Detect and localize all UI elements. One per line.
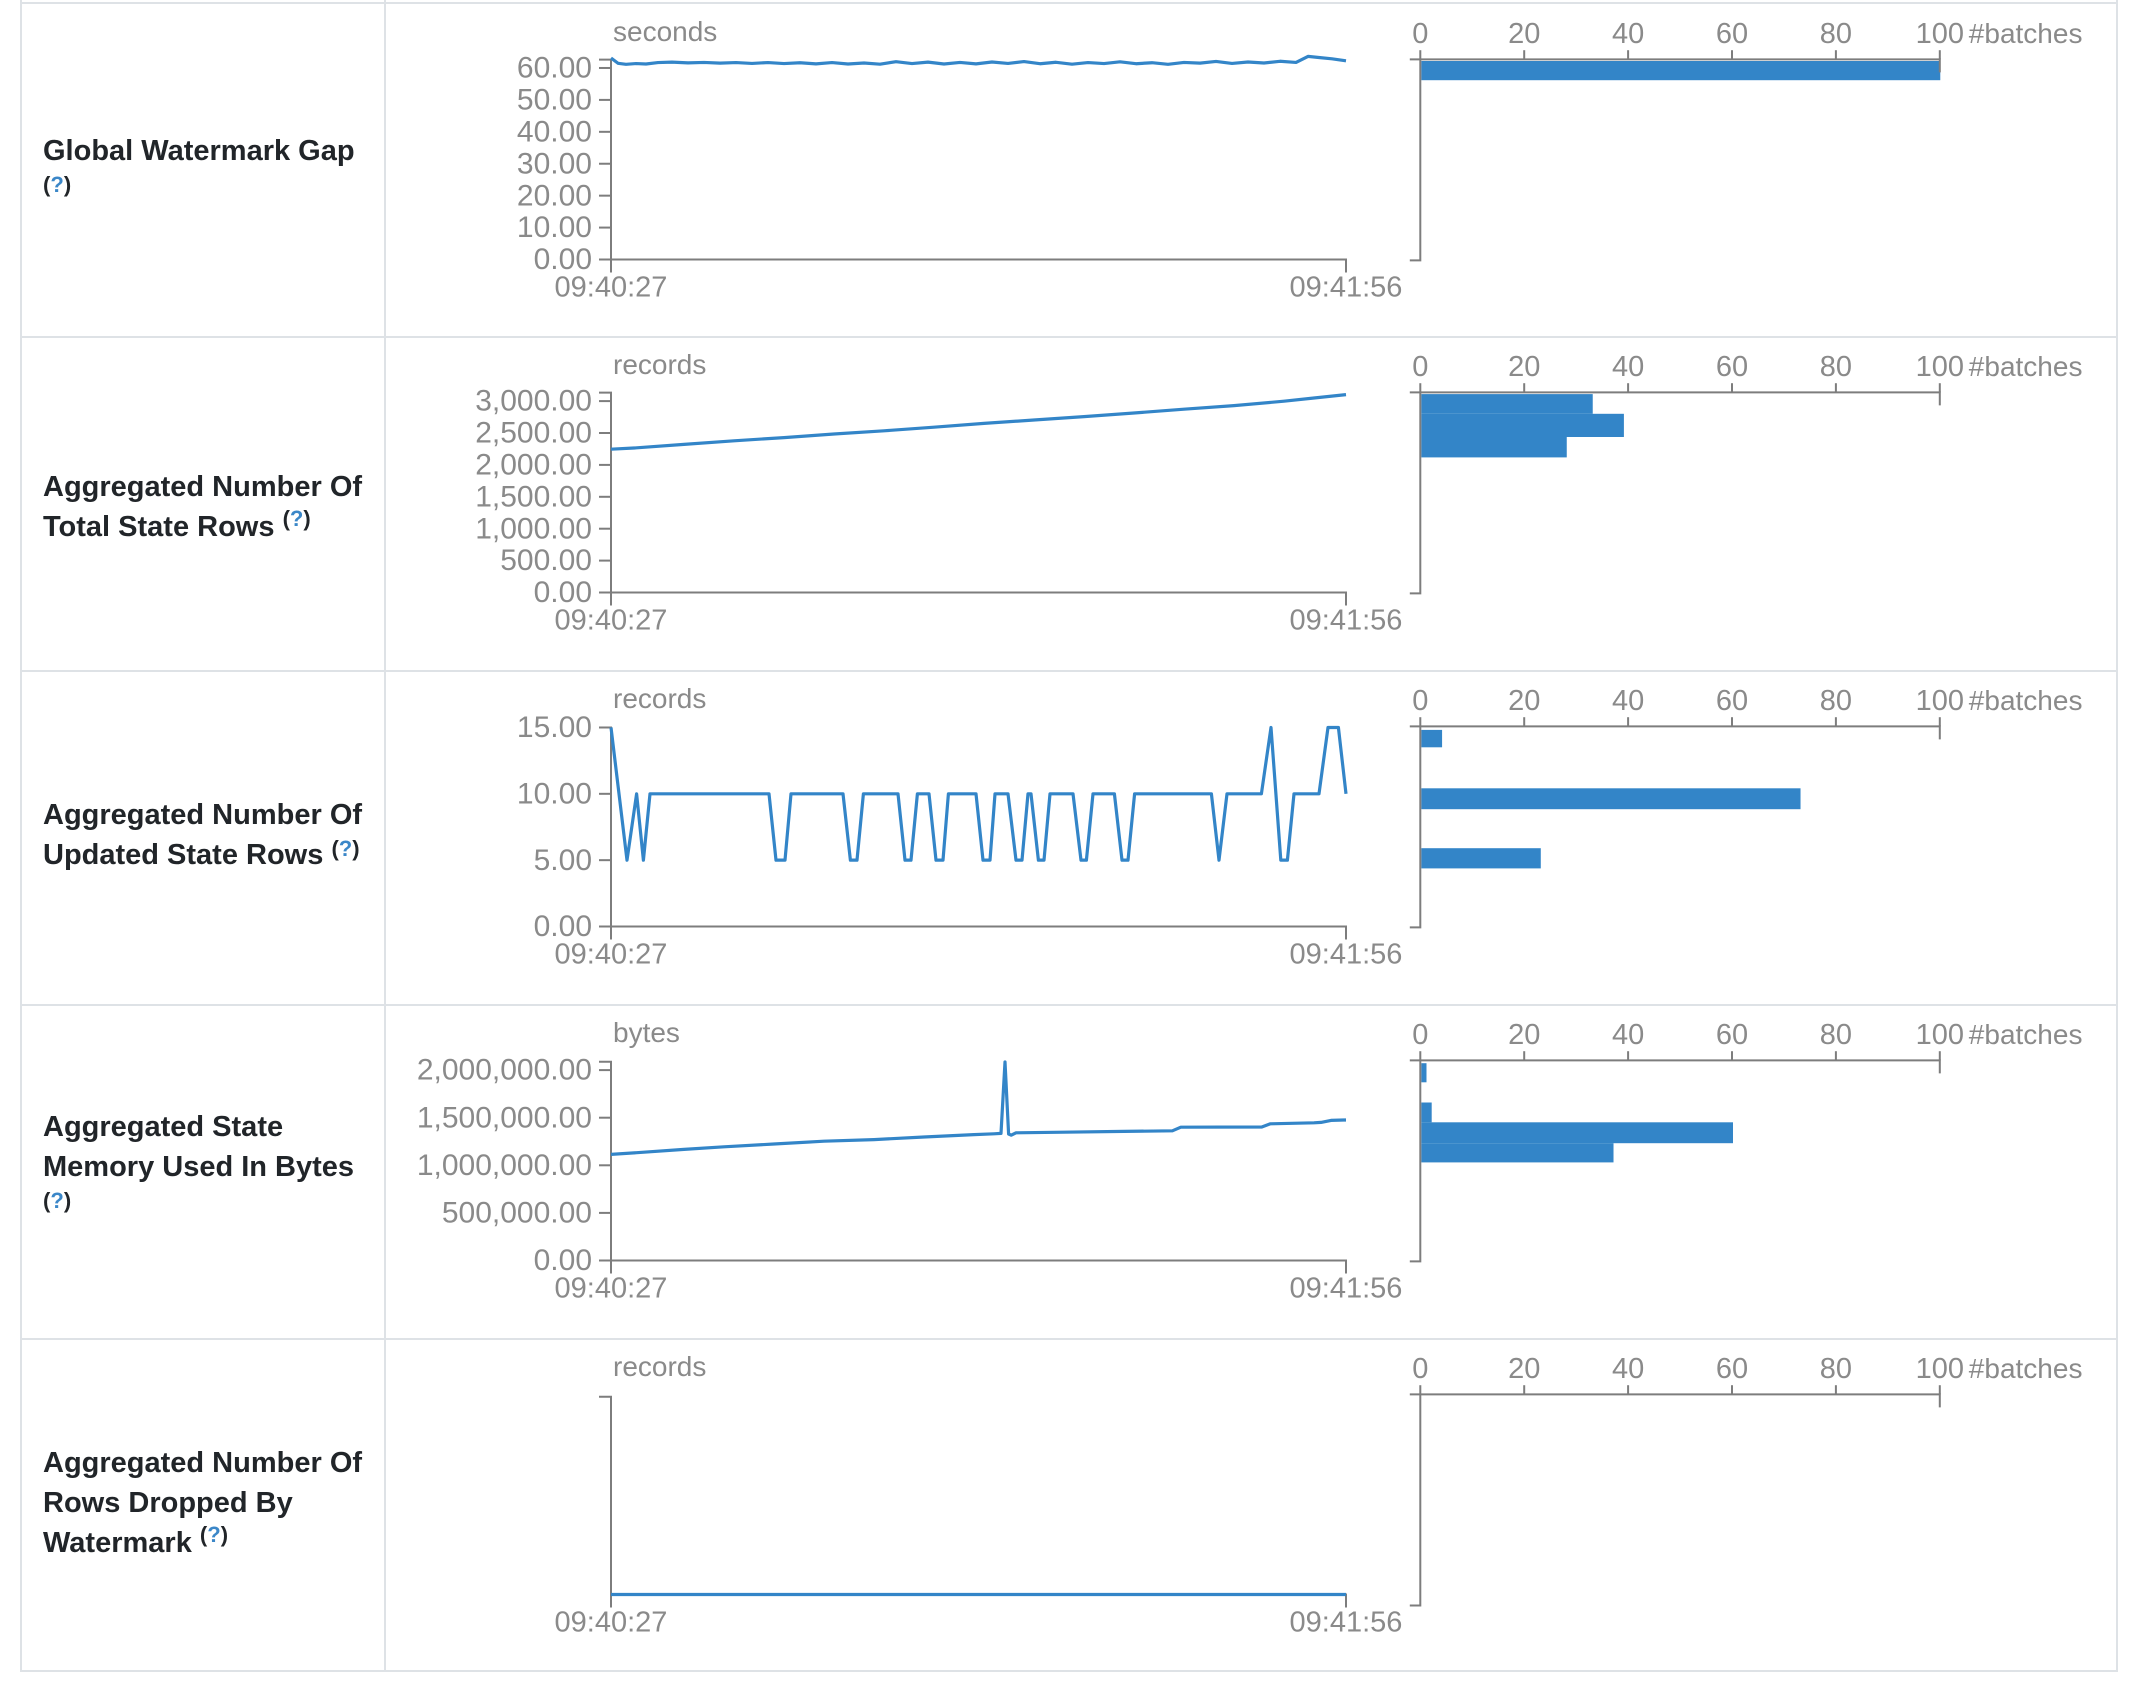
svg-text:2,000.00: 2,000.00	[475, 449, 592, 482]
svg-text:09:40:27: 09:40:27	[555, 939, 668, 971]
svg-text:15.00: 15.00	[517, 711, 592, 744]
svg-text:seconds: seconds	[613, 16, 717, 47]
svg-text:500.00: 500.00	[500, 544, 592, 577]
svg-text:20: 20	[1508, 1019, 1540, 1051]
svg-text:0.00: 0.00	[534, 243, 592, 276]
svg-text:0: 0	[1412, 1019, 1428, 1051]
svg-text:0: 0	[1412, 18, 1428, 50]
svg-text:40: 40	[1612, 1019, 1644, 1051]
svg-text:20: 20	[1508, 18, 1540, 50]
svg-text:20.00: 20.00	[517, 179, 592, 212]
svg-text:80: 80	[1820, 1019, 1852, 1051]
svg-text:0.00: 0.00	[534, 576, 592, 609]
svg-text:09:41:56: 09:41:56	[1290, 1273, 1403, 1305]
svg-text:40: 40	[1612, 18, 1644, 50]
svg-text:09:40:27: 09:40:27	[555, 1273, 668, 1305]
svg-text:20: 20	[1508, 1353, 1540, 1385]
svg-text:09:40:27: 09:40:27	[555, 272, 668, 304]
svg-text:#batches: #batches	[1969, 18, 2083, 49]
svg-text:80: 80	[1820, 18, 1852, 50]
svg-text:#batches: #batches	[1969, 1353, 2083, 1384]
svg-text:60: 60	[1716, 18, 1748, 50]
svg-text:09:41:56: 09:41:56	[1290, 605, 1403, 637]
svg-text:09:41:56: 09:41:56	[1290, 1607, 1403, 1639]
svg-text:records: records	[613, 683, 706, 714]
svg-text:09:40:27: 09:40:27	[555, 1607, 668, 1639]
svg-text:5.00: 5.00	[534, 844, 592, 877]
svg-text:2,000,000.00: 2,000,000.00	[417, 1054, 592, 1087]
svg-text:bytes: bytes	[613, 1017, 680, 1048]
svg-text:3,000.00: 3,000.00	[475, 385, 592, 418]
svg-text:1,000.00: 1,000.00	[475, 512, 592, 545]
svg-text:80: 80	[1820, 1353, 1852, 1385]
svg-text:500,000.00: 500,000.00	[442, 1197, 592, 1230]
svg-text:60: 60	[1716, 1019, 1748, 1051]
svg-text:records: records	[613, 1351, 706, 1382]
svg-text:60.00: 60.00	[517, 52, 592, 85]
svg-text:#batches: #batches	[1969, 1019, 2083, 1050]
svg-text:60: 60	[1716, 1353, 1748, 1385]
svg-text:1,500,000.00: 1,500,000.00	[417, 1101, 592, 1134]
svg-text:100: 100	[1916, 18, 1964, 50]
svg-text:1,500.00: 1,500.00	[475, 480, 592, 513]
svg-text:40: 40	[1612, 685, 1644, 717]
svg-text:0.00: 0.00	[534, 1244, 592, 1277]
svg-text:100: 100	[1916, 1353, 1964, 1385]
svg-text:40: 40	[1612, 1353, 1644, 1385]
svg-text:09:41:56: 09:41:56	[1290, 939, 1403, 971]
svg-text:0: 0	[1412, 351, 1428, 383]
svg-text:10.00: 10.00	[517, 777, 592, 810]
svg-text:80: 80	[1820, 685, 1852, 717]
svg-text:40: 40	[1612, 351, 1644, 383]
svg-text:20: 20	[1508, 351, 1540, 383]
svg-text:1,000,000.00: 1,000,000.00	[417, 1149, 592, 1182]
svg-text:50.00: 50.00	[517, 84, 592, 117]
svg-text:09:40:27: 09:40:27	[555, 605, 668, 637]
svg-text:100: 100	[1916, 1019, 1964, 1051]
svg-text:60: 60	[1716, 351, 1748, 383]
svg-text:#batches: #batches	[1969, 351, 2083, 382]
svg-text:30.00: 30.00	[517, 147, 592, 180]
svg-text:20: 20	[1508, 685, 1540, 717]
svg-text:100: 100	[1916, 351, 1964, 383]
svg-text:40.00: 40.00	[517, 115, 592, 148]
svg-text:#batches: #batches	[1969, 685, 2083, 716]
svg-text:10.00: 10.00	[517, 211, 592, 244]
svg-text:records: records	[613, 349, 706, 380]
svg-text:09:41:56: 09:41:56	[1290, 272, 1403, 304]
svg-text:60: 60	[1716, 685, 1748, 717]
svg-text:100: 100	[1916, 685, 1964, 717]
svg-text:0: 0	[1412, 685, 1428, 717]
svg-text:2,500.00: 2,500.00	[475, 417, 592, 450]
svg-text:80: 80	[1820, 351, 1852, 383]
svg-text:0.00: 0.00	[534, 910, 592, 943]
svg-text:0: 0	[1412, 1353, 1428, 1385]
